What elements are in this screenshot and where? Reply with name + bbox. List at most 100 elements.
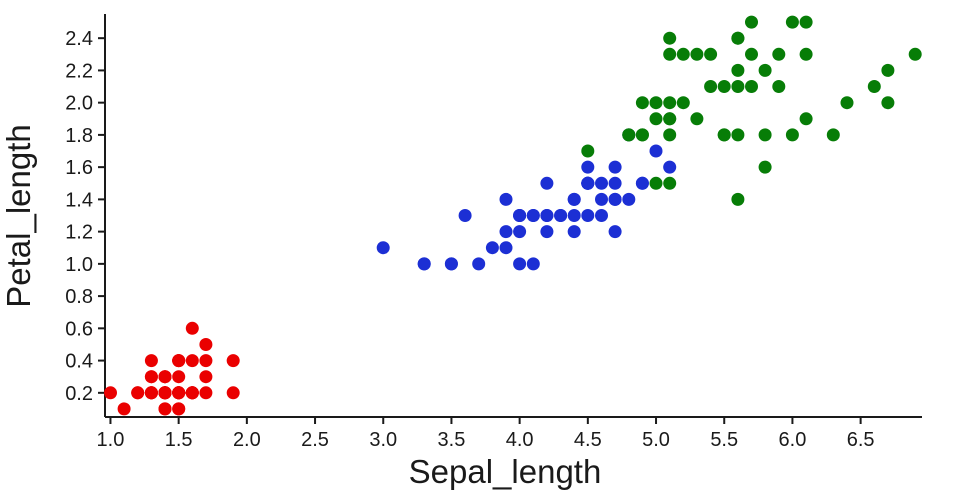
y-tick-label: 2.0 [65,93,93,115]
data-point-red [158,402,172,416]
data-point-green [635,128,649,142]
y-tick-label: 0.8 [65,286,93,308]
data-point-green [881,63,895,77]
y-tick-label: 2.2 [65,60,93,82]
data-point-green [745,15,758,29]
data-point-blue [513,225,527,239]
x-tick-label: 3.5 [438,429,466,451]
data-point-green [581,144,595,158]
data-point-green [622,128,636,142]
data-point-red [158,386,172,400]
data-point-red [158,370,172,384]
data-point-blue [595,176,608,190]
data-point-red [144,354,158,368]
data-point-blue [608,160,622,174]
data-point-green [663,112,677,126]
data-point-green [785,128,799,142]
y-tick-label: 0.2 [65,383,93,405]
data-point-green [704,80,718,93]
data-point-green [731,192,745,206]
data-point-blue [472,257,486,271]
data-point-green [649,176,663,190]
data-point-blue [499,241,513,255]
data-point-red [199,370,213,384]
data-point-green [690,112,704,126]
data-point-blue [581,209,595,222]
data-point-blue [417,257,431,271]
data-point-green [663,96,677,110]
x-tick-label: 1.0 [97,429,125,451]
data-point-green [840,96,854,110]
data-point-green [881,96,895,110]
data-point-blue [554,209,568,222]
data-point-green [690,47,704,61]
data-point-red [172,386,186,400]
data-point-blue [567,192,581,206]
data-point-green [663,47,677,61]
data-point-green [731,80,745,93]
data-point-blue [567,209,581,222]
data-point-blue [513,257,527,271]
data-point-blue [540,225,554,239]
data-point-red [199,354,213,368]
data-point-blue [485,241,499,255]
data-point-green [731,128,745,142]
data-point-blue [526,209,540,222]
data-point-blue [513,209,527,222]
data-point-blue [499,192,513,206]
data-point-green [799,47,813,61]
x-tick-label: 6.5 [847,429,875,451]
data-point-red [185,386,199,400]
data-point-green [635,96,649,110]
data-point-green [649,112,663,126]
x-axis-label: Sepal_length [409,453,602,490]
data-point-green [745,80,758,93]
y-tick-label: 1.6 [65,157,93,179]
data-point-green [758,128,772,142]
x-tick-label: 4.5 [574,429,602,451]
data-point-red [172,354,186,368]
data-point-blue [608,176,622,190]
y-tick-label: 0.6 [65,318,93,340]
data-point-red [172,370,186,384]
x-tick-label: 2.0 [233,429,261,451]
data-point-blue [581,160,595,174]
data-point-blue [526,257,540,271]
data-point-red [199,338,213,351]
data-point-green [731,31,745,45]
x-tick-label: 2.5 [301,429,329,451]
data-point-green [785,15,799,29]
data-point-green [799,112,813,126]
data-point-blue [581,176,595,190]
y-tick-label: 1.8 [65,125,93,147]
data-point-green [731,63,745,77]
data-point-green [676,47,690,61]
data-point-blue [635,176,649,190]
data-point-green [867,80,881,93]
data-point-green [758,160,772,174]
data-point-red [172,402,186,416]
y-tick-label: 2.4 [65,28,93,50]
data-point-green [717,80,731,93]
data-point-blue [458,209,472,222]
data-point-green [772,47,786,61]
data-point-green [745,47,758,61]
x-tick-label: 5.5 [710,429,738,451]
data-point-green [663,128,677,142]
data-point-blue [595,209,608,222]
data-point-blue [595,192,608,206]
data-point-red [144,386,158,400]
data-point-blue [608,225,622,239]
x-tick-label: 5.0 [642,429,670,451]
data-point-blue [622,192,636,206]
data-point-red [199,386,213,400]
x-tick-label: 4.0 [506,429,534,451]
data-point-green [826,128,840,142]
data-point-red [185,321,199,335]
data-point-green [758,63,772,77]
axes-layer: 1.0 1.5 2.0 2.5 3.0 3.5 4.0 4.5 5.0 5.5 6.0 6.5 0.2 0… [65,14,922,451]
data-point-red [104,386,117,400]
data-point-green [704,47,718,61]
